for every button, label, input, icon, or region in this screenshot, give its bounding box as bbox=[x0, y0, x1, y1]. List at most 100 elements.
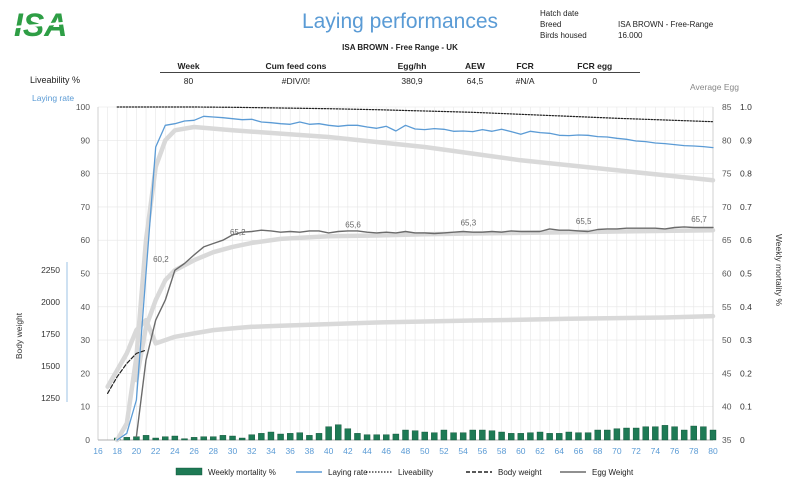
breed-label: Breed bbox=[540, 20, 562, 29]
legend-label-egg-weight: Egg Weight bbox=[592, 468, 634, 477]
legend-swatch-weekly-mortality bbox=[175, 467, 203, 476]
x-tick-label: 16 bbox=[93, 446, 103, 456]
x-tick-label: 18 bbox=[112, 446, 122, 456]
egg-tick-label: 60 bbox=[722, 269, 732, 279]
x-tick-label: 72 bbox=[631, 446, 641, 456]
body-weight-tick-label: 1250 bbox=[41, 393, 60, 403]
x-tick-label: 36 bbox=[285, 446, 295, 456]
mortality-bar bbox=[373, 434, 380, 441]
mortality-tick-label: 1.0 bbox=[740, 102, 752, 112]
x-tick-label: 40 bbox=[324, 446, 334, 456]
x-tick-label: 80 bbox=[708, 446, 718, 456]
mortality-bar bbox=[604, 429, 611, 441]
mortality-tick-label: 0.7 bbox=[740, 202, 752, 212]
x-tick-label: 56 bbox=[478, 446, 488, 456]
mortality-bar bbox=[440, 429, 448, 441]
x-tick-label: 74 bbox=[651, 446, 661, 456]
egg-tick-label: 85 bbox=[722, 102, 732, 112]
stats-value-aew: 64,5 bbox=[466, 76, 484, 86]
x-tick-label: 30 bbox=[228, 446, 238, 456]
page-subtitle: ISA BROWN - Free Range - UK bbox=[342, 43, 458, 52]
mortality-bar bbox=[517, 433, 525, 441]
x-tick-label: 78 bbox=[689, 446, 699, 456]
mortality-bar bbox=[642, 426, 649, 441]
left-tick-label: 60 bbox=[81, 235, 91, 245]
stats-value-fcr: #N/A bbox=[515, 76, 535, 86]
legend-label-body-weight: Body weight bbox=[498, 468, 542, 477]
stats-value-egg-hh: 380,9 bbox=[401, 76, 423, 86]
mortality-tick-label: 0.8 bbox=[740, 169, 752, 179]
body-weight-axis-title: Body weight bbox=[14, 312, 24, 359]
legend-label-liveability: Liveability bbox=[398, 468, 433, 477]
x-tick-label: 42 bbox=[343, 446, 353, 456]
x-tick-label: 50 bbox=[420, 446, 430, 456]
x-tick-label: 68 bbox=[593, 446, 603, 456]
mortality-bar bbox=[296, 432, 303, 441]
mortality-bar bbox=[709, 429, 717, 441]
mortality-bar bbox=[277, 433, 284, 441]
mortality-bar bbox=[488, 430, 496, 441]
mortality-bar bbox=[363, 434, 371, 441]
x-tick-label: 70 bbox=[612, 446, 622, 456]
mortality-bar bbox=[210, 436, 217, 441]
egg-weight-data-label: 65,6 bbox=[345, 221, 361, 230]
x-tick-label: 26 bbox=[189, 446, 199, 456]
mortality-bar bbox=[392, 433, 400, 441]
x-tick-label: 46 bbox=[382, 446, 392, 456]
mortality-bar bbox=[450, 432, 457, 441]
page-title: Laying performances bbox=[301, 10, 499, 33]
egg-weight-data-label: 65,7 bbox=[691, 215, 707, 224]
left-tick-label: 20 bbox=[81, 368, 91, 378]
mortality-bar bbox=[652, 426, 659, 441]
left-tick-label: 100 bbox=[76, 102, 90, 112]
mortality-bar bbox=[556, 433, 563, 441]
mortality-tick-label: 0.1 bbox=[740, 402, 752, 412]
mortality-bar bbox=[565, 431, 573, 441]
egg-tick-label: 50 bbox=[722, 335, 732, 345]
left-tick-label: 30 bbox=[81, 335, 91, 345]
x-tick-label: 44 bbox=[362, 446, 372, 456]
mortality-bar bbox=[383, 434, 390, 441]
mortality-bar bbox=[402, 429, 409, 441]
mortality-bar bbox=[344, 428, 352, 441]
mortality-tick-label: 0.2 bbox=[740, 368, 752, 378]
x-tick-label: 60 bbox=[516, 446, 526, 456]
x-tick-label: 48 bbox=[401, 446, 411, 456]
birds-housed-value: 16.000 bbox=[618, 31, 643, 40]
isa-logo: ISA bbox=[14, 8, 79, 40]
mortality-bar bbox=[632, 427, 640, 441]
body-weight-tick-label: 1750 bbox=[41, 329, 60, 339]
series-body-weight-standard bbox=[105, 313, 716, 389]
stats-header-cum-feed: Cum feed cons bbox=[217, 60, 375, 73]
x-tick-label: 20 bbox=[132, 446, 142, 456]
series-laying-rate bbox=[116, 115, 714, 441]
liveability-label: Liveability % bbox=[30, 75, 81, 85]
body-weight-tick-label: 2000 bbox=[41, 297, 60, 307]
stats-header-fcr-egg: FCR egg bbox=[549, 60, 640, 73]
egg-tick-label: 65 bbox=[722, 235, 732, 245]
x-tick-label: 34 bbox=[266, 446, 276, 456]
mortality-bar bbox=[469, 429, 476, 441]
stats-value-cum-feed: #DIV/0! bbox=[281, 76, 311, 86]
mortality-bar bbox=[421, 431, 428, 441]
egg-weight-data-label: 65,2 bbox=[230, 228, 246, 237]
left-tick-label: 50 bbox=[81, 269, 91, 279]
series-egg-weight-standard bbox=[134, 227, 716, 383]
mortality-bar bbox=[671, 426, 678, 441]
egg-weight-data-label: 60,2 bbox=[153, 255, 169, 264]
mortality-bar bbox=[219, 435, 227, 441]
left-tick-label: 90 bbox=[81, 135, 91, 145]
x-tick-label: 22 bbox=[151, 446, 161, 456]
mortality-bar bbox=[431, 432, 438, 441]
mortality-bar bbox=[623, 427, 630, 441]
x-tick-label: 28 bbox=[209, 446, 219, 456]
hatch-date-label: Hatch date bbox=[540, 9, 579, 18]
mortality-bar bbox=[661, 425, 669, 441]
stats-value-fcr-egg: 0 bbox=[592, 76, 598, 86]
x-tick-label: 32 bbox=[247, 446, 257, 456]
left-tick-label: 70 bbox=[81, 202, 91, 212]
stats-header-row: Week Cum feed cons Egg/hh AEW FCR FCR eg… bbox=[160, 60, 640, 73]
mortality-bar bbox=[546, 433, 553, 441]
mortality-bar bbox=[267, 431, 275, 441]
mortality-tick-label: 0.4 bbox=[740, 302, 752, 312]
